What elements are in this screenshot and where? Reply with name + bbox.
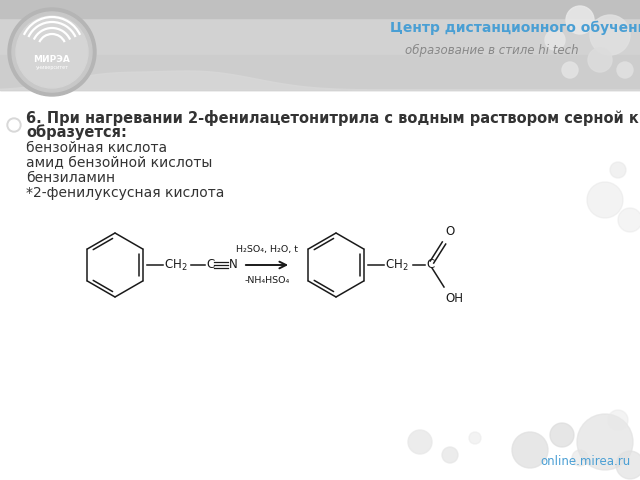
Text: O: O (445, 225, 454, 238)
Text: образование в стиле hi tech: образование в стиле hi tech (405, 44, 579, 57)
Circle shape (618, 208, 640, 232)
Circle shape (16, 16, 88, 88)
Text: МИРЭА: МИРЭА (33, 56, 70, 64)
Circle shape (12, 12, 92, 92)
Circle shape (587, 182, 623, 218)
Circle shape (617, 62, 633, 78)
Text: образуется:: образуется: (26, 124, 127, 140)
Circle shape (608, 410, 628, 430)
Bar (0, 0, 640, 90)
Circle shape (616, 451, 640, 479)
Circle shape (566, 6, 594, 34)
Circle shape (562, 62, 578, 78)
Text: 6. При нагревании 2-фенилацетонитрила с водным раствором серной кислоты: 6. При нагревании 2-фенилацетонитрила с … (26, 110, 640, 126)
Bar (0, 55, 640, 90)
Text: H₂SO₄, H₂O, t: H₂SO₄, H₂O, t (236, 245, 298, 254)
Text: *2-фенилуксусная кислота: *2-фенилуксусная кислота (26, 186, 225, 200)
Circle shape (469, 432, 481, 444)
Circle shape (442, 447, 458, 463)
Circle shape (550, 423, 574, 447)
Text: бензойная кислота: бензойная кислота (26, 141, 167, 155)
Text: -NH₄HSO₄: -NH₄HSO₄ (244, 276, 290, 285)
Text: Центр дистанционного обучения: Центр дистанционного обучения (390, 21, 640, 35)
Text: $\mathregular{CH_2}$: $\mathregular{CH_2}$ (164, 257, 188, 273)
Text: $\mathregular{CH_2}$: $\mathregular{CH_2}$ (385, 257, 408, 273)
Text: бензиламин: бензиламин (26, 171, 115, 185)
Circle shape (7, 118, 21, 132)
Circle shape (9, 120, 19, 130)
Text: университет: университет (35, 65, 68, 71)
Circle shape (588, 48, 612, 72)
Text: online.mirea.ru: online.mirea.ru (540, 455, 630, 468)
Circle shape (408, 430, 432, 454)
Text: OH: OH (445, 292, 463, 305)
Circle shape (610, 162, 626, 178)
Text: N: N (229, 259, 237, 272)
Text: C: C (206, 259, 214, 272)
Circle shape (590, 15, 630, 55)
Circle shape (545, 30, 565, 50)
Circle shape (512, 432, 548, 468)
Circle shape (572, 450, 588, 466)
Circle shape (8, 8, 96, 96)
Circle shape (577, 414, 633, 470)
Text: амид бензойной кислоты: амид бензойной кислоты (26, 156, 212, 170)
Text: C: C (426, 259, 435, 272)
Bar (0, 0, 640, 18)
